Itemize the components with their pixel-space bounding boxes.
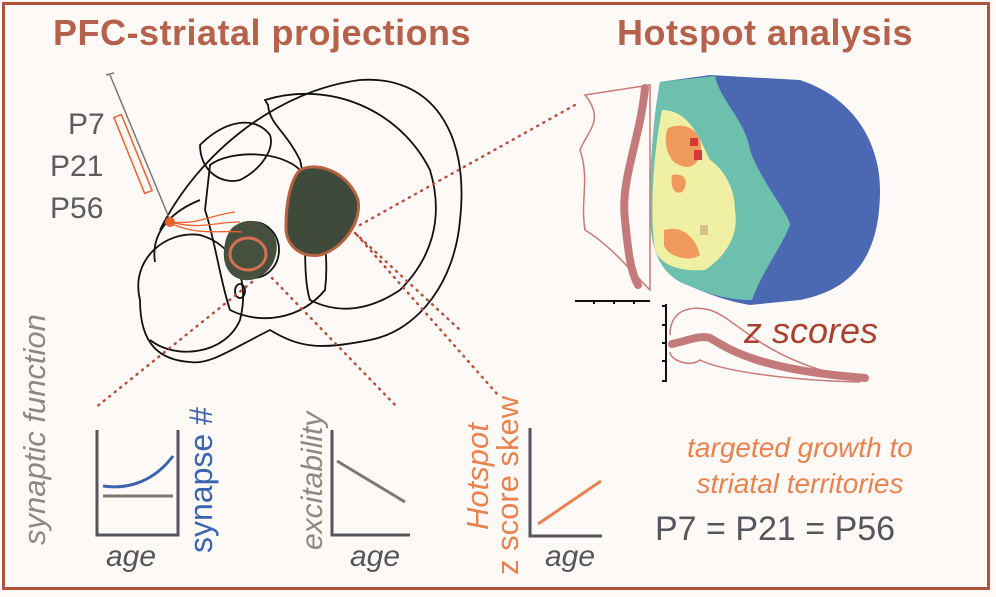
dotted-connectors: [93, 103, 577, 410]
injection-target-ring: [228, 236, 268, 272]
x-axis-ticks: [575, 300, 650, 304]
age-label-p56: P56: [50, 192, 104, 225]
age-label-p7: P7: [68, 108, 105, 141]
mini-chart-excitability: [330, 430, 410, 537]
age-equation: P7 = P21 = P56: [655, 510, 896, 548]
xlabel-age-2: age: [350, 540, 401, 573]
left-panel-title: PFC-striatal projections: [53, 12, 472, 53]
vertical-profile: [579, 84, 651, 292]
mini-chart-hotspot-skew: [528, 428, 602, 538]
figure-frame: [2, 2, 990, 590]
mini-chart-synaptic: [95, 430, 180, 537]
ylabel-excitability: excitability: [296, 411, 329, 550]
xlabel-age-3: age: [545, 540, 596, 573]
conclusion-line-1: targeted growth to: [687, 432, 913, 463]
ylabel-zscore-skew: z score skew: [490, 395, 525, 575]
right-panel-title: Hotspot analysis: [617, 12, 914, 53]
hotspot-heatmap: [650, 75, 880, 305]
ylabel-synapse-count: synapse #: [183, 407, 219, 553]
xlabel-age-1: age: [106, 540, 157, 573]
z-scores-label: z scores: [744, 310, 879, 351]
horizontal-profile: [662, 304, 869, 383]
ylabel-synaptic: synaptic function: [17, 314, 52, 545]
striatum-tissue-large: [284, 165, 360, 257]
conclusion-line-2: striatal territories: [696, 468, 904, 499]
syringe-icon: [105, 72, 243, 233]
age-label-p21: P21: [50, 150, 104, 183]
